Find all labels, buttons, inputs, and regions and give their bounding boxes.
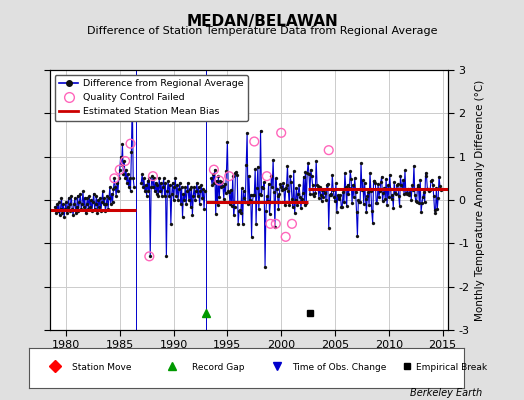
Point [250, 138, 258, 145]
Text: Station Move: Station Move [72, 363, 132, 372]
Text: Record Gap: Record Gap [192, 363, 244, 372]
Point [288, 221, 296, 227]
Point [149, 173, 157, 179]
Point [126, 140, 135, 147]
Point [271, 221, 280, 227]
Point [281, 234, 290, 240]
Text: Difference of Station Temperature Data from Regional Average: Difference of Station Temperature Data f… [87, 26, 437, 36]
Text: Empirical Break: Empirical Break [416, 363, 487, 372]
Point [225, 173, 233, 179]
Point [266, 221, 275, 227]
Legend: Difference from Regional Average, Quality Control Failed, Estimated Station Mean: Difference from Regional Average, Qualit… [54, 75, 248, 121]
Point [210, 166, 218, 173]
Text: MEDAN/BELAWAN: MEDAN/BELAWAN [186, 14, 338, 29]
Text: Berkeley Earth: Berkeley Earth [410, 388, 482, 398]
Point [116, 166, 124, 173]
Text: Time of Obs. Change: Time of Obs. Change [292, 363, 386, 372]
Point [145, 253, 154, 260]
Point [121, 158, 129, 164]
Point [277, 130, 286, 136]
Point [110, 175, 118, 182]
Y-axis label: Monthly Temperature Anomaly Difference (°C): Monthly Temperature Anomaly Difference (… [475, 79, 485, 321]
Point [324, 147, 333, 153]
Point [215, 177, 224, 184]
Point [263, 173, 271, 179]
